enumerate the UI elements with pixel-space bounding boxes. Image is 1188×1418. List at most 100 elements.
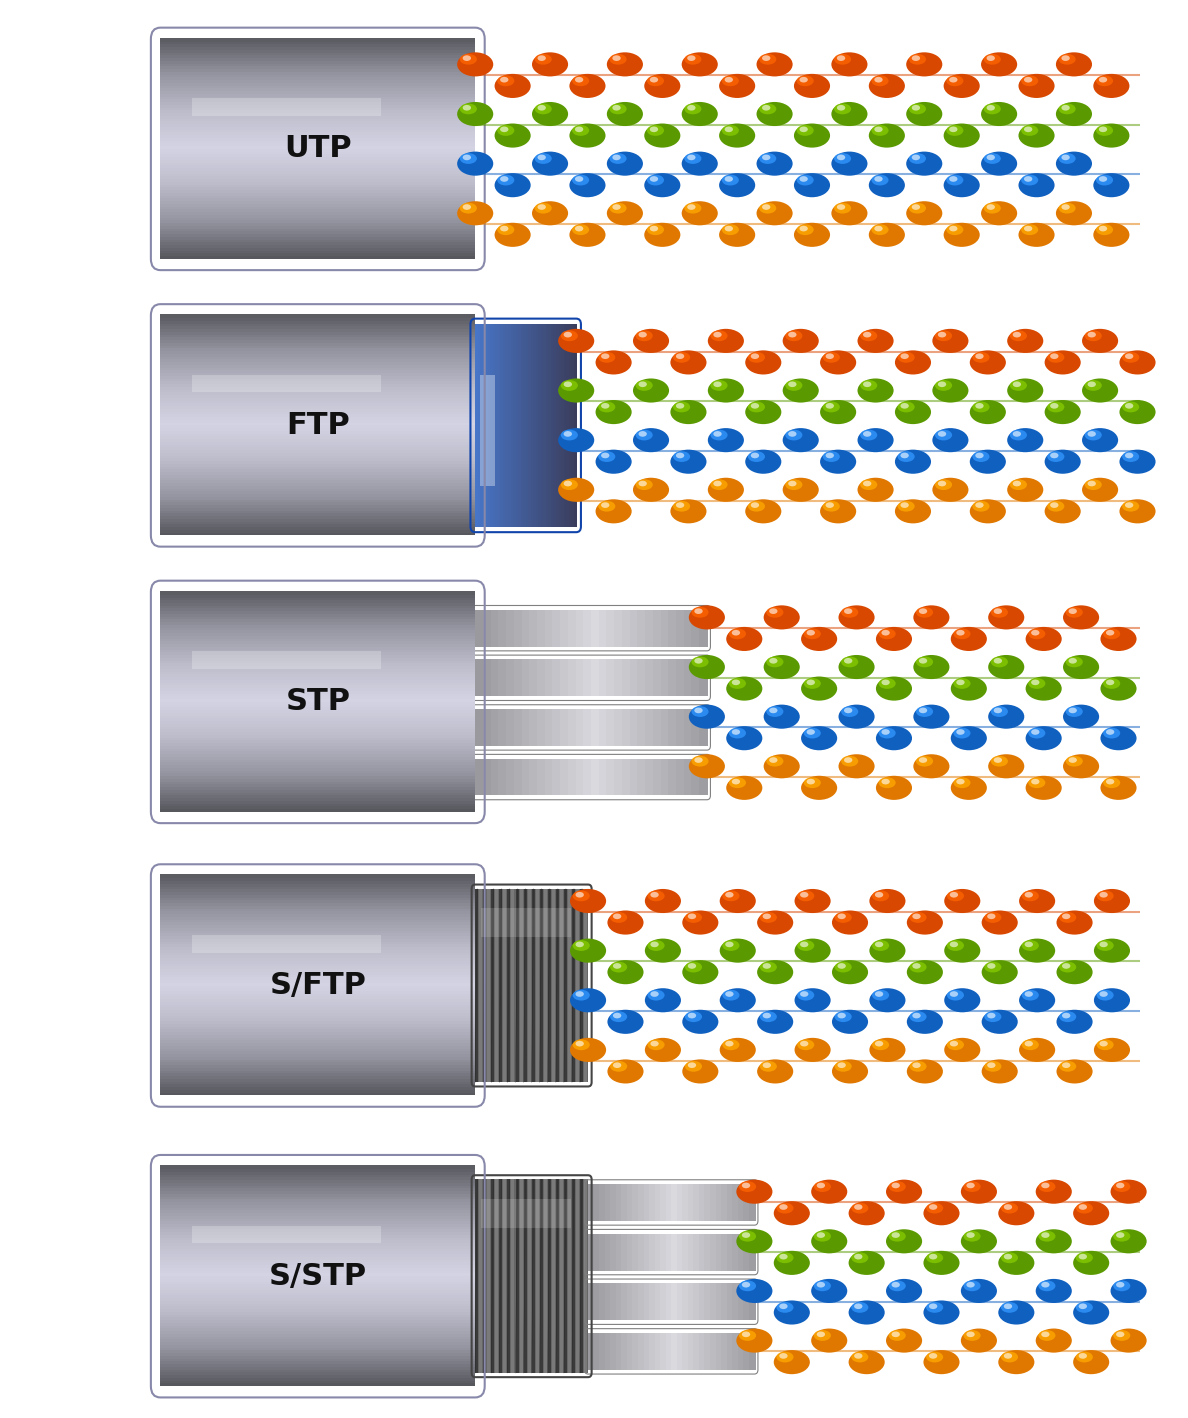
Ellipse shape	[800, 225, 808, 231]
Bar	[160, 1266, 475, 1271]
Ellipse shape	[760, 1011, 777, 1022]
Bar	[480, 325, 484, 526]
Ellipse shape	[575, 176, 583, 182]
Ellipse shape	[1106, 679, 1114, 685]
Bar	[160, 98, 475, 102]
Ellipse shape	[500, 77, 508, 82]
Bar	[160, 1184, 475, 1188]
Ellipse shape	[987, 1012, 996, 1018]
Bar	[160, 227, 475, 231]
Ellipse shape	[1097, 125, 1113, 136]
Ellipse shape	[462, 204, 470, 210]
Ellipse shape	[762, 155, 770, 160]
Bar	[160, 377, 475, 381]
Bar	[160, 1166, 475, 1168]
Bar	[644, 1283, 650, 1320]
Bar	[621, 1184, 628, 1221]
Ellipse shape	[975, 452, 984, 458]
Ellipse shape	[647, 174, 664, 186]
Bar	[160, 657, 475, 661]
Bar	[160, 964, 475, 968]
Ellipse shape	[779, 1204, 788, 1210]
Ellipse shape	[757, 102, 792, 126]
Bar	[583, 709, 593, 746]
Ellipse shape	[609, 153, 626, 164]
Bar	[504, 889, 506, 1082]
Ellipse shape	[607, 52, 643, 77]
Ellipse shape	[685, 1011, 702, 1022]
Ellipse shape	[797, 174, 814, 186]
Ellipse shape	[910, 961, 927, 973]
Bar	[160, 668, 475, 672]
Ellipse shape	[1063, 655, 1099, 679]
Ellipse shape	[607, 910, 644, 934]
Bar	[160, 800, 475, 804]
Ellipse shape	[607, 102, 643, 126]
Bar	[160, 767, 475, 770]
Ellipse shape	[788, 381, 796, 387]
Ellipse shape	[537, 155, 545, 160]
Bar	[160, 372, 475, 376]
Ellipse shape	[981, 1010, 1018, 1034]
Bar	[565, 325, 570, 526]
Bar	[160, 1292, 475, 1296]
Ellipse shape	[745, 350, 782, 374]
Ellipse shape	[599, 451, 615, 462]
Bar	[160, 1371, 475, 1375]
Bar	[160, 415, 475, 420]
Ellipse shape	[532, 52, 568, 77]
Bar	[665, 1283, 672, 1320]
Ellipse shape	[633, 478, 669, 502]
Ellipse shape	[909, 104, 925, 115]
Bar	[710, 1184, 716, 1221]
Ellipse shape	[839, 705, 874, 729]
Bar	[632, 1283, 639, 1320]
Bar	[160, 1275, 475, 1279]
Bar	[160, 374, 475, 379]
Ellipse shape	[843, 757, 852, 763]
Ellipse shape	[462, 155, 470, 160]
Bar	[482, 610, 492, 647]
Bar	[160, 733, 475, 737]
Ellipse shape	[644, 74, 681, 98]
Ellipse shape	[1060, 961, 1076, 973]
Bar	[512, 889, 514, 1082]
Ellipse shape	[722, 891, 739, 902]
Ellipse shape	[852, 1252, 868, 1263]
Ellipse shape	[573, 1039, 589, 1051]
Ellipse shape	[870, 889, 905, 913]
Bar	[160, 82, 475, 85]
Bar	[668, 759, 677, 795]
Bar	[638, 1283, 645, 1320]
Bar	[160, 1208, 475, 1212]
Bar	[475, 709, 485, 746]
Bar	[575, 759, 584, 795]
Bar	[160, 315, 475, 318]
Bar	[637, 709, 646, 746]
Bar	[160, 1351, 475, 1356]
Bar	[645, 610, 653, 647]
Ellipse shape	[914, 754, 949, 778]
Bar	[486, 325, 489, 526]
Bar	[160, 905, 475, 909]
Ellipse shape	[901, 403, 909, 408]
Bar	[160, 191, 475, 196]
Bar	[655, 1283, 662, 1320]
Ellipse shape	[563, 332, 571, 337]
Ellipse shape	[998, 1350, 1035, 1374]
Ellipse shape	[872, 940, 889, 951]
Bar	[160, 1228, 475, 1232]
Bar	[530, 610, 538, 647]
Ellipse shape	[720, 939, 756, 963]
Ellipse shape	[722, 940, 739, 951]
Bar	[191, 1225, 380, 1244]
Ellipse shape	[762, 204, 770, 210]
Ellipse shape	[1004, 1204, 1012, 1210]
Ellipse shape	[601, 502, 609, 508]
Ellipse shape	[929, 1204, 937, 1210]
Bar	[605, 1283, 612, 1320]
Bar	[493, 325, 497, 526]
Bar	[160, 1295, 475, 1299]
Bar	[160, 1322, 475, 1326]
Ellipse shape	[961, 1180, 997, 1204]
